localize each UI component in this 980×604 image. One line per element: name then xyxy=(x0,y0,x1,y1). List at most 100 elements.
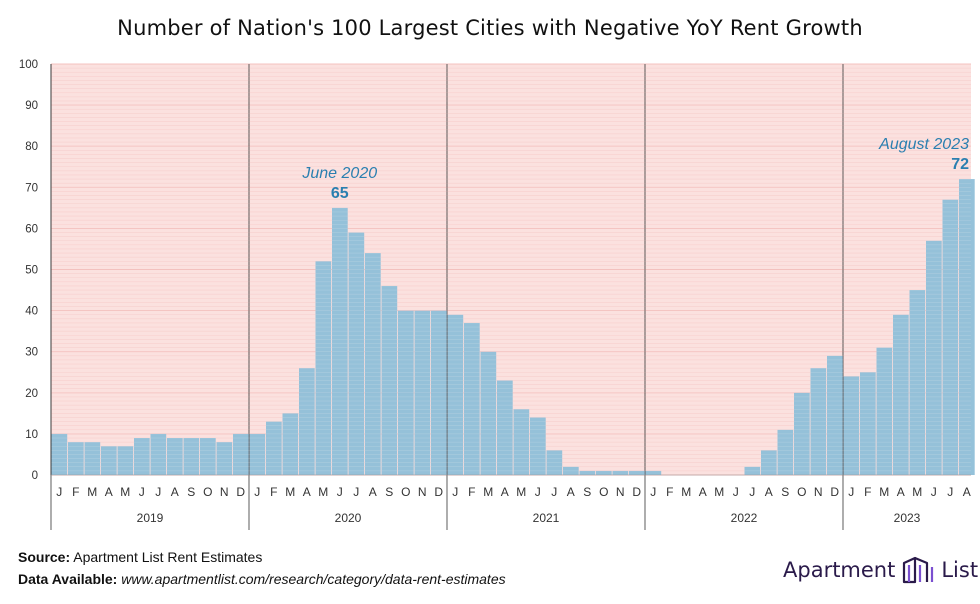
bar-2021-01 xyxy=(447,314,464,475)
bar-2020-07 xyxy=(348,232,365,475)
x-tick-label: J xyxy=(733,485,739,499)
chart-title: Number of Nation's 100 Largest Cities wi… xyxy=(117,16,863,40)
bar-2019-11 xyxy=(216,442,233,475)
x-tick-label: N xyxy=(814,485,823,499)
bar-2022-10 xyxy=(794,392,810,475)
bar-2023-07 xyxy=(942,199,959,475)
bar-2020-03 xyxy=(282,413,299,475)
y-tick-label: 30 xyxy=(25,347,38,359)
y-tick-label: 0 xyxy=(32,470,38,482)
bar-2023-04 xyxy=(893,314,909,475)
bar-2021-10 xyxy=(596,470,612,475)
bar-2023-02 xyxy=(860,372,876,475)
bar-2019-08 xyxy=(167,438,183,475)
bar-2019-01 xyxy=(51,433,68,475)
x-tick-label: O xyxy=(203,485,212,499)
x-tick-label: J xyxy=(155,485,161,499)
bar-2019-02 xyxy=(68,442,84,475)
source-text: Apartment List Rent Estimates xyxy=(73,549,263,565)
x-tick-label: J xyxy=(535,485,541,499)
x-tick-label: A xyxy=(963,485,971,499)
bar-2020-09 xyxy=(381,285,398,475)
bar-2020-05 xyxy=(315,261,332,475)
bar-2022-01 xyxy=(645,470,662,475)
bar-2020-10 xyxy=(398,310,414,475)
bar-2019-06 xyxy=(134,438,150,475)
x-tick-label: M xyxy=(681,485,691,499)
annotation-value: 65 xyxy=(331,185,349,202)
x-tick-label: A xyxy=(105,485,113,499)
year-label: 2019 xyxy=(137,511,164,525)
bar-2019-09 xyxy=(183,438,200,475)
x-tick-label: D xyxy=(236,485,245,499)
x-tick-label: D xyxy=(830,485,839,499)
bar-2022-09 xyxy=(777,429,794,475)
data-available-line: Data Available: www.apartmentlist.com/re… xyxy=(18,571,506,587)
x-tick-label: M xyxy=(285,485,295,499)
data-available-link[interactable]: www.apartmentlist.com/research/category/… xyxy=(121,571,506,587)
bar-2021-02 xyxy=(464,322,480,475)
x-tick-label: A xyxy=(171,485,179,499)
y-tick-label: 80 xyxy=(25,141,38,153)
x-tick-label: N xyxy=(220,485,229,499)
bar-2021-04 xyxy=(497,380,513,475)
year-label: 2022 xyxy=(731,511,758,525)
bar-2019-12 xyxy=(233,433,249,475)
x-tick-label: A xyxy=(765,485,773,499)
y-tick-label: 50 xyxy=(25,265,38,277)
y-tick-label: 40 xyxy=(25,306,38,318)
bar-2023-08 xyxy=(959,179,975,475)
y-tick-label: 70 xyxy=(25,182,38,194)
x-tick-label: O xyxy=(797,485,806,499)
x-tick-label: D xyxy=(632,485,641,499)
bar-2021-12 xyxy=(629,470,645,475)
x-tick-label: J xyxy=(551,485,557,499)
bar-2020-02 xyxy=(266,421,282,475)
apartment-list-logo: Apartment List xyxy=(783,556,978,584)
x-tick-label: A xyxy=(567,485,575,499)
bar-2021-06 xyxy=(530,417,546,475)
x-tick-label: S xyxy=(187,485,195,499)
x-tick-label: S xyxy=(583,485,591,499)
bar-2023-01 xyxy=(843,376,860,475)
x-tick-label: A xyxy=(897,485,905,499)
x-tick-label: O xyxy=(401,485,410,499)
y-tick-label: 10 xyxy=(25,429,38,441)
source-line: Source: Apartment List Rent Estimates xyxy=(18,549,262,565)
x-tick-label: M xyxy=(87,485,97,499)
year-label: 2023 xyxy=(894,511,921,525)
bar-2022-07 xyxy=(744,466,761,475)
x-tick-label: J xyxy=(56,485,62,499)
x-tick-label: S xyxy=(385,485,393,499)
x-tick-label: J xyxy=(353,485,359,499)
y-tick-label: 100 xyxy=(19,59,38,71)
x-tick-label: A xyxy=(369,485,377,499)
bar-2022-08 xyxy=(761,450,777,475)
bar-2019-04 xyxy=(101,446,117,475)
x-tick-label: J xyxy=(337,485,343,499)
y-tick-label: 20 xyxy=(25,388,38,400)
year-label: 2020 xyxy=(335,511,362,525)
x-tick-label: F xyxy=(666,485,673,499)
bar-2020-08 xyxy=(365,253,381,475)
x-tick-label: M xyxy=(912,485,922,499)
x-tick-label: S xyxy=(781,485,789,499)
logo-word-apartment: Apartment xyxy=(783,558,896,582)
source-label: Source: xyxy=(18,549,71,565)
bar-2020-06 xyxy=(332,207,348,475)
annotation-label: August 2023 xyxy=(878,136,969,153)
x-tick-label: F xyxy=(468,485,475,499)
annotation-value: 72 xyxy=(951,156,969,173)
x-tick-label: D xyxy=(434,485,443,499)
y-tick-label: 60 xyxy=(25,223,38,235)
bar-2019-05 xyxy=(117,446,134,475)
x-tick-label: J xyxy=(139,485,145,499)
x-tick-label: J xyxy=(931,485,937,499)
data-available-label: Data Available: xyxy=(18,571,118,587)
x-tick-label: M xyxy=(120,485,130,499)
bar-2023-05 xyxy=(909,290,926,475)
y-tick-label: 90 xyxy=(25,100,38,112)
x-tick-label: O xyxy=(599,485,608,499)
bar-2022-11 xyxy=(810,368,827,475)
